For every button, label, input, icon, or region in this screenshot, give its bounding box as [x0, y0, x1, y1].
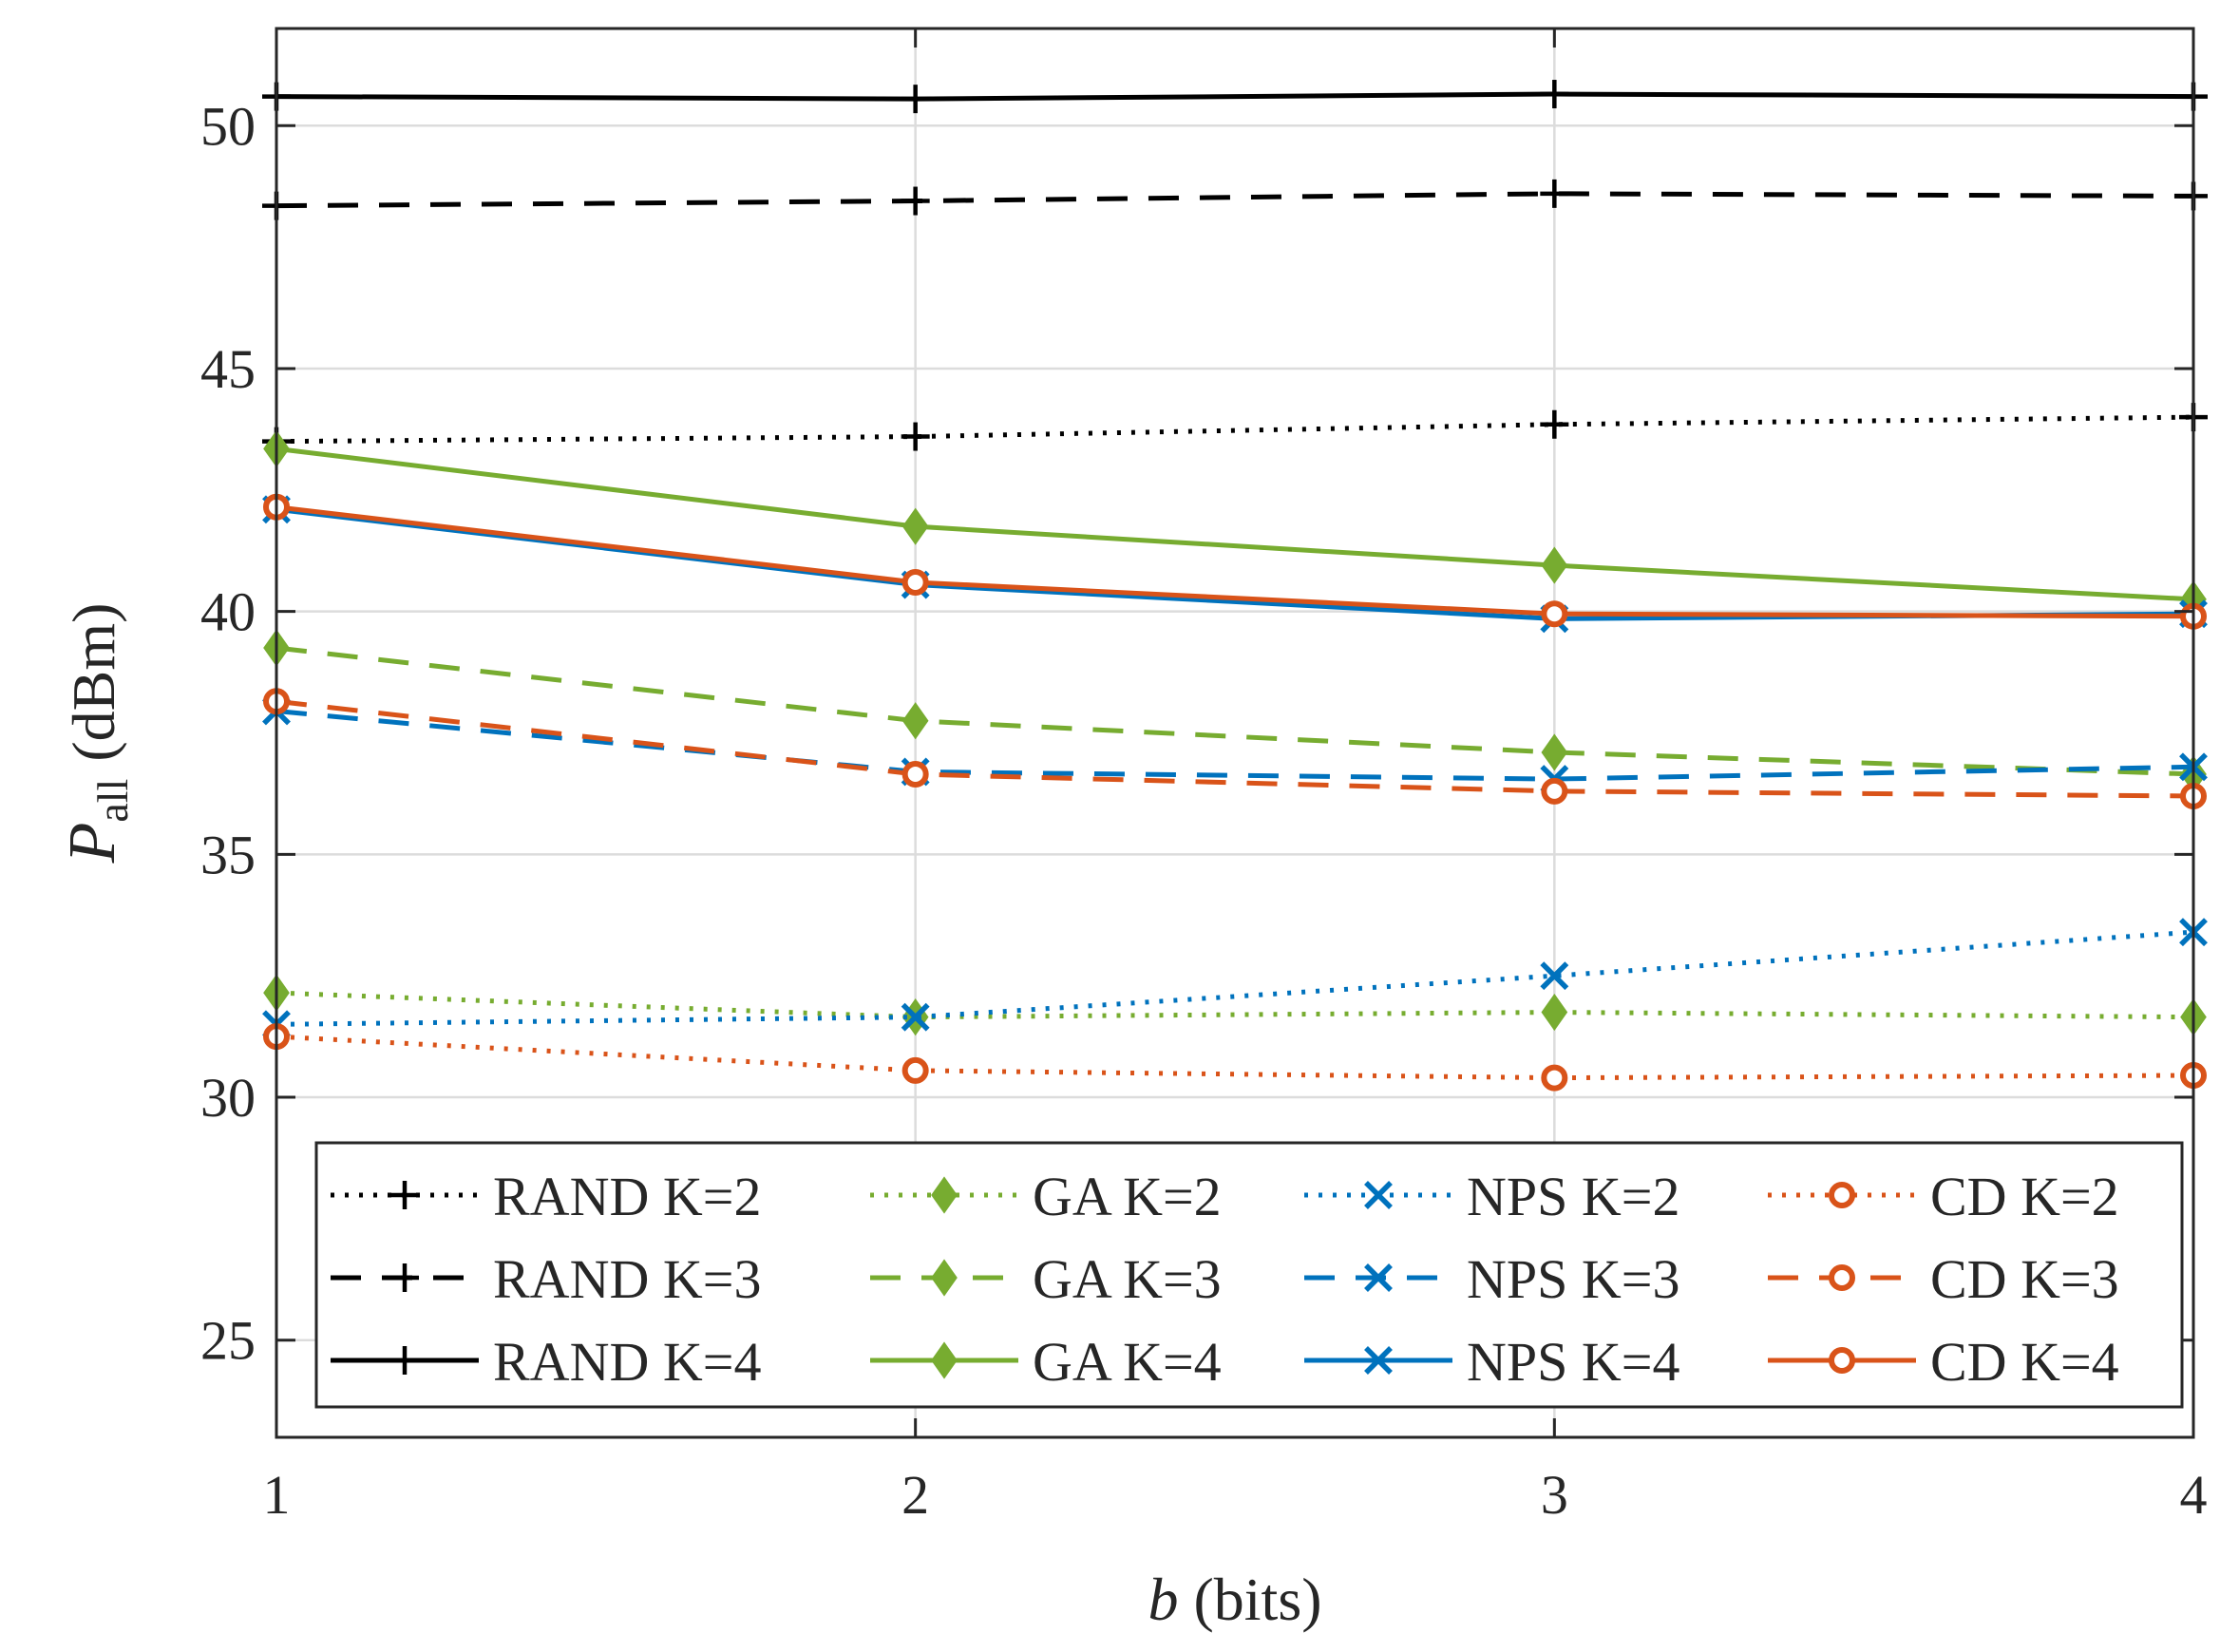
legend-label-rand-k-2: RAND K=2	[493, 1166, 761, 1227]
legend-marker-nps-k-3-b	[1364, 1263, 1393, 1292]
y-tick-label: 40	[200, 581, 256, 643]
series-point-rand-k-2	[1540, 409, 1569, 439]
plot-frame	[275, 27, 2195, 1439]
series-point-ga-k-4	[1541, 546, 1568, 584]
legend: RAND K=2 RAND K=3 RAND K=4 GA K=2 GA K=3 GA K…	[314, 1141, 2184, 1409]
axis-ticks	[275, 28, 2195, 1437]
series-line-nps-k-2	[275, 929, 2194, 1027]
series-point-rand-k-4	[1540, 80, 1569, 109]
series-point-rand-k-3	[901, 186, 930, 216]
legend-label-rand-k-3: RAND K=3	[493, 1248, 761, 1310]
x-axis-label-unit: (bits)	[1193, 1566, 1321, 1633]
y-tick-label: 50	[200, 95, 256, 157]
legend-marker-rand-k-2	[390, 1181, 419, 1209]
series-line-ga-k-4	[275, 446, 2194, 602]
legend-item-cd-k-4: CD K=4	[1768, 1331, 2119, 1393]
legend-item-ga-k-2: GA K=2	[870, 1166, 1222, 1227]
series-point-cd-k-3	[1541, 777, 1568, 805]
series-line-nps-k-3	[275, 708, 2194, 782]
series-point-rand-k-4	[901, 85, 930, 114]
series-point-cd-k-2	[901, 1056, 929, 1084]
y-axis-label-subscript: all	[88, 779, 137, 823]
legend-marker-cd-k-3	[1829, 1264, 1855, 1291]
legend-marker-rand-k-4	[390, 1346, 419, 1375]
y-axis-label-unit: (dBm)	[60, 603, 127, 762]
series-point-cd-k-3	[901, 760, 929, 788]
legend-marker-rand-k-3	[390, 1263, 419, 1292]
series-point-nps-k-2	[1540, 961, 1569, 991]
legend-label-ga-k-3: GA K=3	[1033, 1248, 1222, 1310]
legend-item-ga-k-4: GA K=4	[870, 1331, 1222, 1393]
series-line-cd-k-3	[275, 698, 2194, 799]
legend-marker-nps-k-3	[1364, 1263, 1393, 1292]
legend-label-nps-k-2: NPS K=2	[1467, 1166, 1680, 1227]
series-point-nps-k-2-b	[901, 1002, 930, 1032]
legend-marker-nps-k-4-b	[1364, 1346, 1393, 1375]
series-point-cd-k-4	[901, 568, 929, 596]
series-line-ga-k-3	[275, 645, 2194, 777]
axis-tick-labels: 1 2 3 4 25 30 35 40 45 50	[200, 95, 2208, 1526]
legend-marker-nps-k-2	[1364, 1181, 1393, 1209]
legend-item-rand-k-4: RAND K=4	[331, 1331, 761, 1393]
legend-marker-ga-k-2	[931, 1176, 958, 1214]
legend-item-nps-k-2: NPS K=2	[1304, 1166, 1680, 1227]
legend-marker-nps-k-4	[1364, 1346, 1393, 1375]
y-tick-label: 25	[200, 1310, 256, 1372]
series-ga-k-3	[263, 629, 2207, 793]
legend-label-cd-k-4: CD K=4	[1930, 1331, 2119, 1393]
legend-label-cd-k-2: CD K=2	[1930, 1166, 2119, 1227]
series-line-rand-k-3	[275, 191, 2194, 209]
legend-label-rand-k-4: RAND K=4	[493, 1331, 761, 1393]
legend-label-ga-k-2: GA K=2	[1033, 1166, 1222, 1227]
series-cd-k-4	[263, 493, 2207, 630]
legend-box	[314, 1141, 2184, 1409]
legend-item-cd-k-2: CD K=2	[1768, 1166, 2119, 1227]
legend-label-nps-k-3: NPS K=3	[1467, 1248, 1680, 1310]
x-tick-label: 2	[901, 1464, 929, 1526]
series-point-nps-k-2	[901, 1002, 930, 1032]
legend-label-ga-k-4: GA K=4	[1033, 1331, 1222, 1393]
series-point-ga-k-3	[901, 702, 929, 740]
legend-label-cd-k-3: CD K=3	[1930, 1248, 2119, 1310]
legend-marker-cd-k-4	[1829, 1347, 1855, 1374]
series-point-nps-k-2-b	[1540, 961, 1569, 991]
x-tick-label: 3	[1541, 1464, 1568, 1526]
series-layer	[262, 80, 2208, 1092]
y-tick-label: 45	[200, 338, 256, 400]
series-point-ga-k-3	[1541, 733, 1568, 771]
legend-marker-cd-k-2	[1829, 1182, 1855, 1208]
series-line-cd-k-4	[275, 504, 2194, 619]
series-point-cd-k-2	[1541, 1064, 1568, 1092]
series-point-rand-k-2	[901, 422, 930, 451]
y-tick-label: 35	[200, 824, 256, 885]
legend-item-nps-k-3: NPS K=3	[1304, 1248, 1680, 1310]
legend-marker-nps-k-2-b	[1364, 1181, 1393, 1209]
legend-label-nps-k-4: NPS K=4	[1467, 1331, 1680, 1393]
x-tick-label: 4	[2180, 1464, 2208, 1526]
series-line-rand-k-2	[275, 414, 2194, 445]
x-tick-label: 1	[263, 1464, 291, 1526]
legend-item-nps-k-4: NPS K=4	[1304, 1331, 1680, 1393]
y-axis-label: Pall (dBm)	[56, 603, 137, 864]
legend-item-rand-k-3: RAND K=3	[331, 1248, 761, 1310]
legend-marker-ga-k-3	[931, 1259, 958, 1297]
y-axis-label-var: P	[56, 823, 129, 864]
y-tick-label: 30	[200, 1067, 256, 1129]
legend-item-ga-k-3: GA K=3	[870, 1248, 1222, 1310]
series-point-rand-k-3	[1540, 179, 1569, 208]
series-line-cd-k-2	[275, 1034, 2194, 1081]
series-point-ga-k-2	[1541, 993, 1568, 1032]
series-point-ga-k-4	[901, 507, 929, 545]
series-line-rand-k-4	[275, 91, 2194, 102]
legend-item-rand-k-2: RAND K=2	[331, 1166, 761, 1227]
series-line-ga-k-2	[275, 990, 2194, 1020]
x-axis-label-var: b	[1148, 1566, 1178, 1633]
series-point-cd-k-4	[1541, 600, 1568, 628]
legend-marker-ga-k-4	[931, 1341, 958, 1379]
legend-item-cd-k-3: CD K=3	[1768, 1248, 2119, 1310]
x-axis-label: b (bits)	[1148, 1566, 1321, 1633]
